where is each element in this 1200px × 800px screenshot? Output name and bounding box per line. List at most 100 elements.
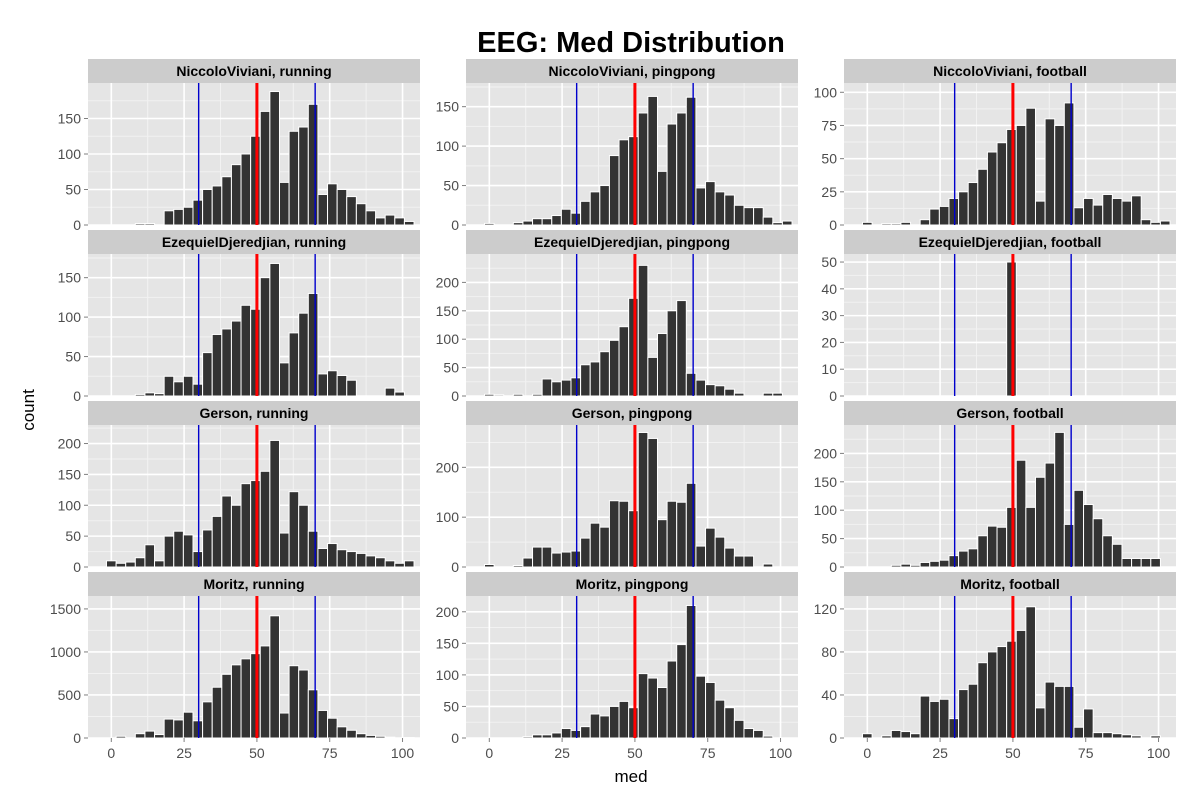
bars <box>483 264 783 397</box>
histogram-bar <box>580 537 591 568</box>
histogram-bar <box>125 561 136 568</box>
histogram-bar <box>512 565 524 568</box>
histogram-bar <box>861 733 873 739</box>
histogram-bar <box>384 214 396 226</box>
histogram-bar <box>1140 557 1152 568</box>
histogram-bar <box>317 709 329 739</box>
histogram-bar <box>182 534 194 568</box>
facet-strip-label: EzequielDjeredjian, running <box>162 234 346 250</box>
histogram-bar <box>580 200 591 226</box>
histogram-bar <box>278 181 290 226</box>
facet-strip <box>88 572 420 596</box>
y-tick-label: 25 <box>821 184 837 200</box>
facet-panel: Gerson, football 0 50 100 150 200 <box>814 401 1176 575</box>
histogram-bar <box>676 300 687 397</box>
histogram-bar <box>929 560 940 568</box>
histogram-bar <box>938 205 950 226</box>
histogram-bar <box>355 552 367 568</box>
y-tick-label: 0 <box>451 217 459 233</box>
histogram-bar <box>996 526 1008 568</box>
histogram-bar <box>1121 557 1133 568</box>
x-tick-label: 0 <box>863 745 871 761</box>
facet-panel: EzequielDjeredjian, running 0 50 100 150 <box>58 230 420 404</box>
histogram-bar <box>327 183 338 226</box>
facet-panel: EzequielDjeredjian, football 0 10 20 30 40 50 <box>821 230 1176 404</box>
histogram-bar <box>695 545 707 568</box>
histogram-bar <box>599 526 610 568</box>
histogram-bar <box>1025 606 1036 739</box>
histogram-bar <box>637 264 649 397</box>
histogram-bar <box>551 215 562 226</box>
histogram-bar <box>967 683 979 739</box>
histogram-bar <box>269 91 280 226</box>
histogram-bar <box>676 644 687 739</box>
histogram-bar <box>958 689 969 739</box>
histogram-bar <box>394 217 405 226</box>
x-tick-label: 100 <box>769 745 793 761</box>
histogram-bar <box>346 379 357 397</box>
panel-grid: NiccoloViviani, running050100150NiccoloV… <box>50 59 1176 761</box>
histogram-bar <box>666 660 678 739</box>
histogram-bar <box>1111 733 1123 739</box>
y-tick-label: 50 <box>821 531 837 547</box>
histogram-bar <box>1015 459 1027 568</box>
histogram-bar <box>288 130 300 226</box>
histogram-bar <box>211 515 223 568</box>
facet-strip <box>844 230 1176 254</box>
facet-strip-label: EzequielDjeredjian, pingpong <box>534 234 730 250</box>
histogram-bar <box>355 203 367 226</box>
histogram-bar <box>753 207 764 226</box>
histogram-bar <box>1102 193 1113 226</box>
histogram-bar <box>580 364 591 397</box>
histogram-bar <box>541 378 553 397</box>
y-tick-label: 50 <box>443 178 459 194</box>
histogram-bar <box>1131 735 1142 739</box>
histogram-bar <box>714 536 726 568</box>
histogram-bar <box>202 352 213 397</box>
histogram-bar <box>608 500 620 568</box>
bars <box>890 431 1161 568</box>
histogram-bar <box>1083 504 1094 568</box>
y-tick-label: 100 <box>814 502 838 518</box>
histogram-bar <box>919 561 931 568</box>
histogram-bar <box>163 375 175 397</box>
y-tick-label: 1500 <box>50 601 81 617</box>
histogram-bar <box>182 375 194 397</box>
histogram-bar <box>288 665 300 739</box>
histogram-bar <box>647 677 658 739</box>
x-tick-label: 25 <box>932 745 948 761</box>
histogram-bar <box>977 662 988 739</box>
histogram-bar <box>589 713 601 739</box>
histogram-bar <box>307 103 319 226</box>
histogram-bar <box>230 504 242 568</box>
histogram-bar <box>551 552 562 568</box>
histogram-bar <box>394 562 405 568</box>
histogram-bar <box>192 199 204 226</box>
histogram-bar <box>240 153 252 226</box>
histogram-bar <box>327 370 338 397</box>
histogram-bar <box>1073 726 1085 739</box>
histogram-bar <box>705 384 716 397</box>
histogram-bar <box>403 220 415 226</box>
histogram-bar <box>163 210 175 226</box>
histogram-bar <box>733 555 745 568</box>
y-tick-label: 50 <box>443 360 459 376</box>
histogram-bar <box>336 549 348 568</box>
histogram-bar <box>1063 685 1075 739</box>
histogram-bar <box>1044 118 1056 226</box>
histogram-bar <box>900 221 912 226</box>
histogram-bar <box>365 210 377 226</box>
histogram-bar <box>986 525 998 568</box>
histogram-bar <box>522 220 534 226</box>
histogram-bar <box>1131 557 1142 568</box>
y-tick-label: 100 <box>58 497 82 513</box>
y-tick-label: 500 <box>58 687 82 703</box>
histogram-bar <box>522 557 534 568</box>
histogram-bar <box>1083 708 1094 739</box>
histogram-bar <box>551 732 562 739</box>
histogram-bar <box>762 216 774 226</box>
facet-panel: Moritz, pingpong 0 50 100 150 200 0 25 50 75 100 <box>436 572 798 761</box>
y-tick-label: 20 <box>821 334 837 350</box>
x-tick-label: 50 <box>627 745 643 761</box>
histogram-bar <box>154 734 165 739</box>
